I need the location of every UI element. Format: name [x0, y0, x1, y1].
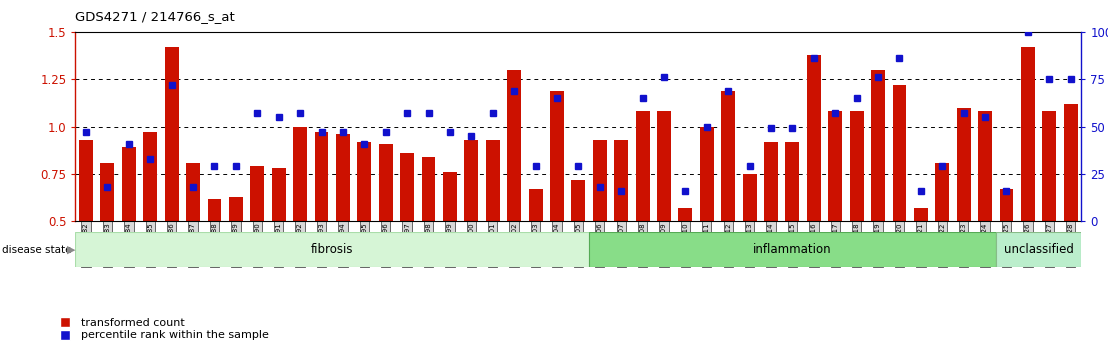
Bar: [421, 157, 435, 316]
Bar: [294, 127, 307, 316]
Bar: [742, 174, 757, 316]
Bar: [996, 232, 1081, 267]
Bar: [250, 166, 264, 316]
Legend: transformed count, percentile rank within the sample: transformed count, percentile rank withi…: [50, 313, 274, 345]
Bar: [978, 112, 992, 316]
Bar: [550, 91, 564, 316]
Text: unclassified: unclassified: [1004, 243, 1074, 256]
Bar: [589, 232, 996, 267]
Bar: [678, 208, 692, 316]
Bar: [336, 134, 350, 316]
Bar: [657, 112, 671, 316]
Text: fibrosis: fibrosis: [311, 243, 353, 256]
Bar: [721, 91, 736, 316]
Bar: [593, 140, 607, 316]
Bar: [122, 147, 136, 316]
Bar: [229, 196, 243, 316]
Bar: [700, 127, 714, 316]
Text: GDS4271 / 214766_s_at: GDS4271 / 214766_s_at: [75, 11, 235, 23]
Bar: [379, 144, 392, 316]
Text: inflammation: inflammation: [753, 243, 832, 256]
Bar: [999, 189, 1014, 316]
Bar: [935, 162, 950, 316]
Bar: [75, 232, 589, 267]
Bar: [443, 172, 456, 316]
Bar: [464, 140, 479, 316]
Bar: [529, 189, 543, 316]
Bar: [636, 112, 649, 316]
Bar: [956, 108, 971, 316]
Bar: [850, 112, 863, 316]
Text: disease state: disease state: [2, 245, 72, 255]
Bar: [186, 162, 201, 316]
Bar: [786, 142, 799, 316]
Bar: [101, 162, 114, 316]
Bar: [207, 199, 222, 316]
Bar: [79, 140, 93, 316]
Bar: [1020, 47, 1035, 316]
Bar: [358, 142, 371, 316]
Bar: [765, 142, 778, 316]
Bar: [271, 168, 286, 316]
Bar: [914, 208, 927, 316]
Bar: [807, 55, 821, 316]
Bar: [485, 140, 500, 316]
Bar: [829, 112, 842, 316]
Bar: [315, 132, 328, 316]
Bar: [871, 70, 885, 316]
Bar: [400, 153, 414, 316]
Text: ▶: ▶: [66, 245, 75, 255]
Bar: [614, 140, 628, 316]
Bar: [507, 70, 521, 316]
Bar: [143, 132, 157, 316]
Bar: [893, 85, 906, 316]
Bar: [1064, 104, 1078, 316]
Bar: [572, 179, 585, 316]
Bar: [1043, 112, 1056, 316]
Bar: [165, 47, 178, 316]
